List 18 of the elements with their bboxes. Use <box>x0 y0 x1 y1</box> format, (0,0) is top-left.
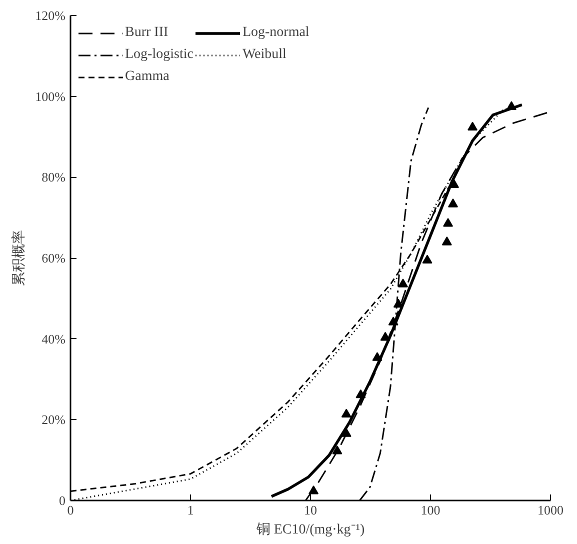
legend-label: Weibull <box>242 47 286 63</box>
x-tick-label: 1 <box>187 502 194 518</box>
x-tick-label: 10 <box>304 502 317 518</box>
y-tick-label: 40% <box>42 331 66 346</box>
y-tick-label: 60% <box>42 250 66 266</box>
legend-label: Gamma <box>125 69 170 85</box>
y-tick-label: 100% <box>35 88 66 104</box>
y-axis-title: 累积概率 <box>11 230 28 286</box>
legend-label: Burr III <box>125 25 168 41</box>
y-tick-label: 80% <box>42 170 66 185</box>
y-tick-label: 20% <box>42 412 66 428</box>
y-tick-label: 120% <box>35 8 66 23</box>
x-axis-title: 铜 EC10/(mg·kg⁻¹) <box>255 522 366 538</box>
y-tick-label: 0 <box>59 493 66 508</box>
x-tick-label: 100 <box>420 502 440 518</box>
legend-label: Log-normal <box>242 25 310 41</box>
legend-label: Log-logistic <box>125 47 194 63</box>
x-tick-label: 1000 <box>538 502 564 518</box>
